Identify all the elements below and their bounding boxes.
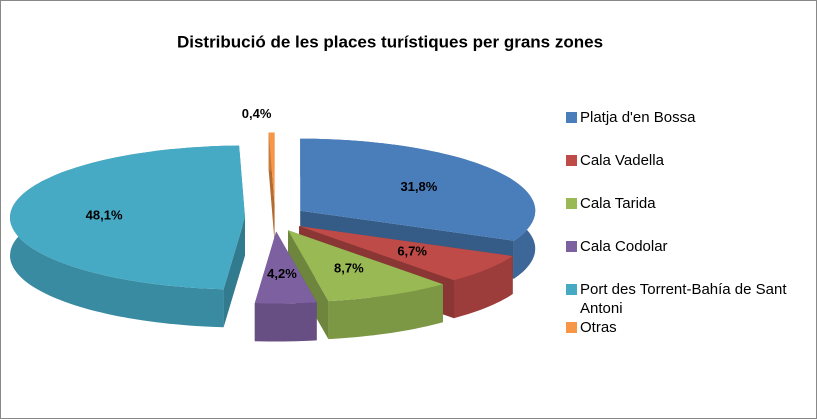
legend-swatch [566,284,577,295]
legend-item: Port des Torrent-Bahía de Sant Antoni [566,280,806,318]
slice-wall [454,256,513,319]
legend-item: Otras [566,318,806,337]
legend-item: Cala Vadella [566,151,806,170]
slice-top [288,230,443,302]
legend-label: Cala Codolar [580,238,668,255]
slice-wall [328,284,443,340]
data-label: 31,8% [400,179,437,194]
legend-swatch [566,112,577,123]
slice [254,231,317,342]
legend-item: Cala Codolar [566,237,806,256]
data-label: 8,7% [334,261,364,276]
data-label: 6,7% [397,243,427,258]
legend-item: Cala Tarida [566,194,806,213]
slice-top [299,226,513,281]
slice-wall [254,302,317,342]
legend-swatch [566,322,577,333]
legend-swatch [566,241,577,252]
legend-label: Cala Tarida [580,195,656,212]
legend-swatch [566,198,577,209]
slice [10,145,245,328]
slice-top [254,231,317,304]
data-label: 0,4% [242,106,272,121]
legend-swatch [566,155,577,166]
slice-top [268,132,275,205]
legend-label: Cala Vadella [580,152,664,169]
slice-top [10,145,245,290]
legend-item: Platja d'en Bossa [566,108,806,127]
legend-label: Otras [580,319,617,336]
slice [268,132,275,243]
legend: Platja d'en Bossa Cala Vadella Cala Tarida… [566,108,806,361]
legend-label: Platja d'en Bossa [580,109,696,126]
slice-side [288,230,329,340]
chart-title: Distribució de les places turístiques pe… [177,32,603,51]
slice [288,230,443,340]
slice-side [223,217,245,328]
slice-top [300,138,536,241]
legend-label: Port des Torrent-Bahía de Sant Antoni [580,281,787,317]
data-label: 48,1% [86,208,123,223]
data-label: 4,2% [267,266,297,281]
